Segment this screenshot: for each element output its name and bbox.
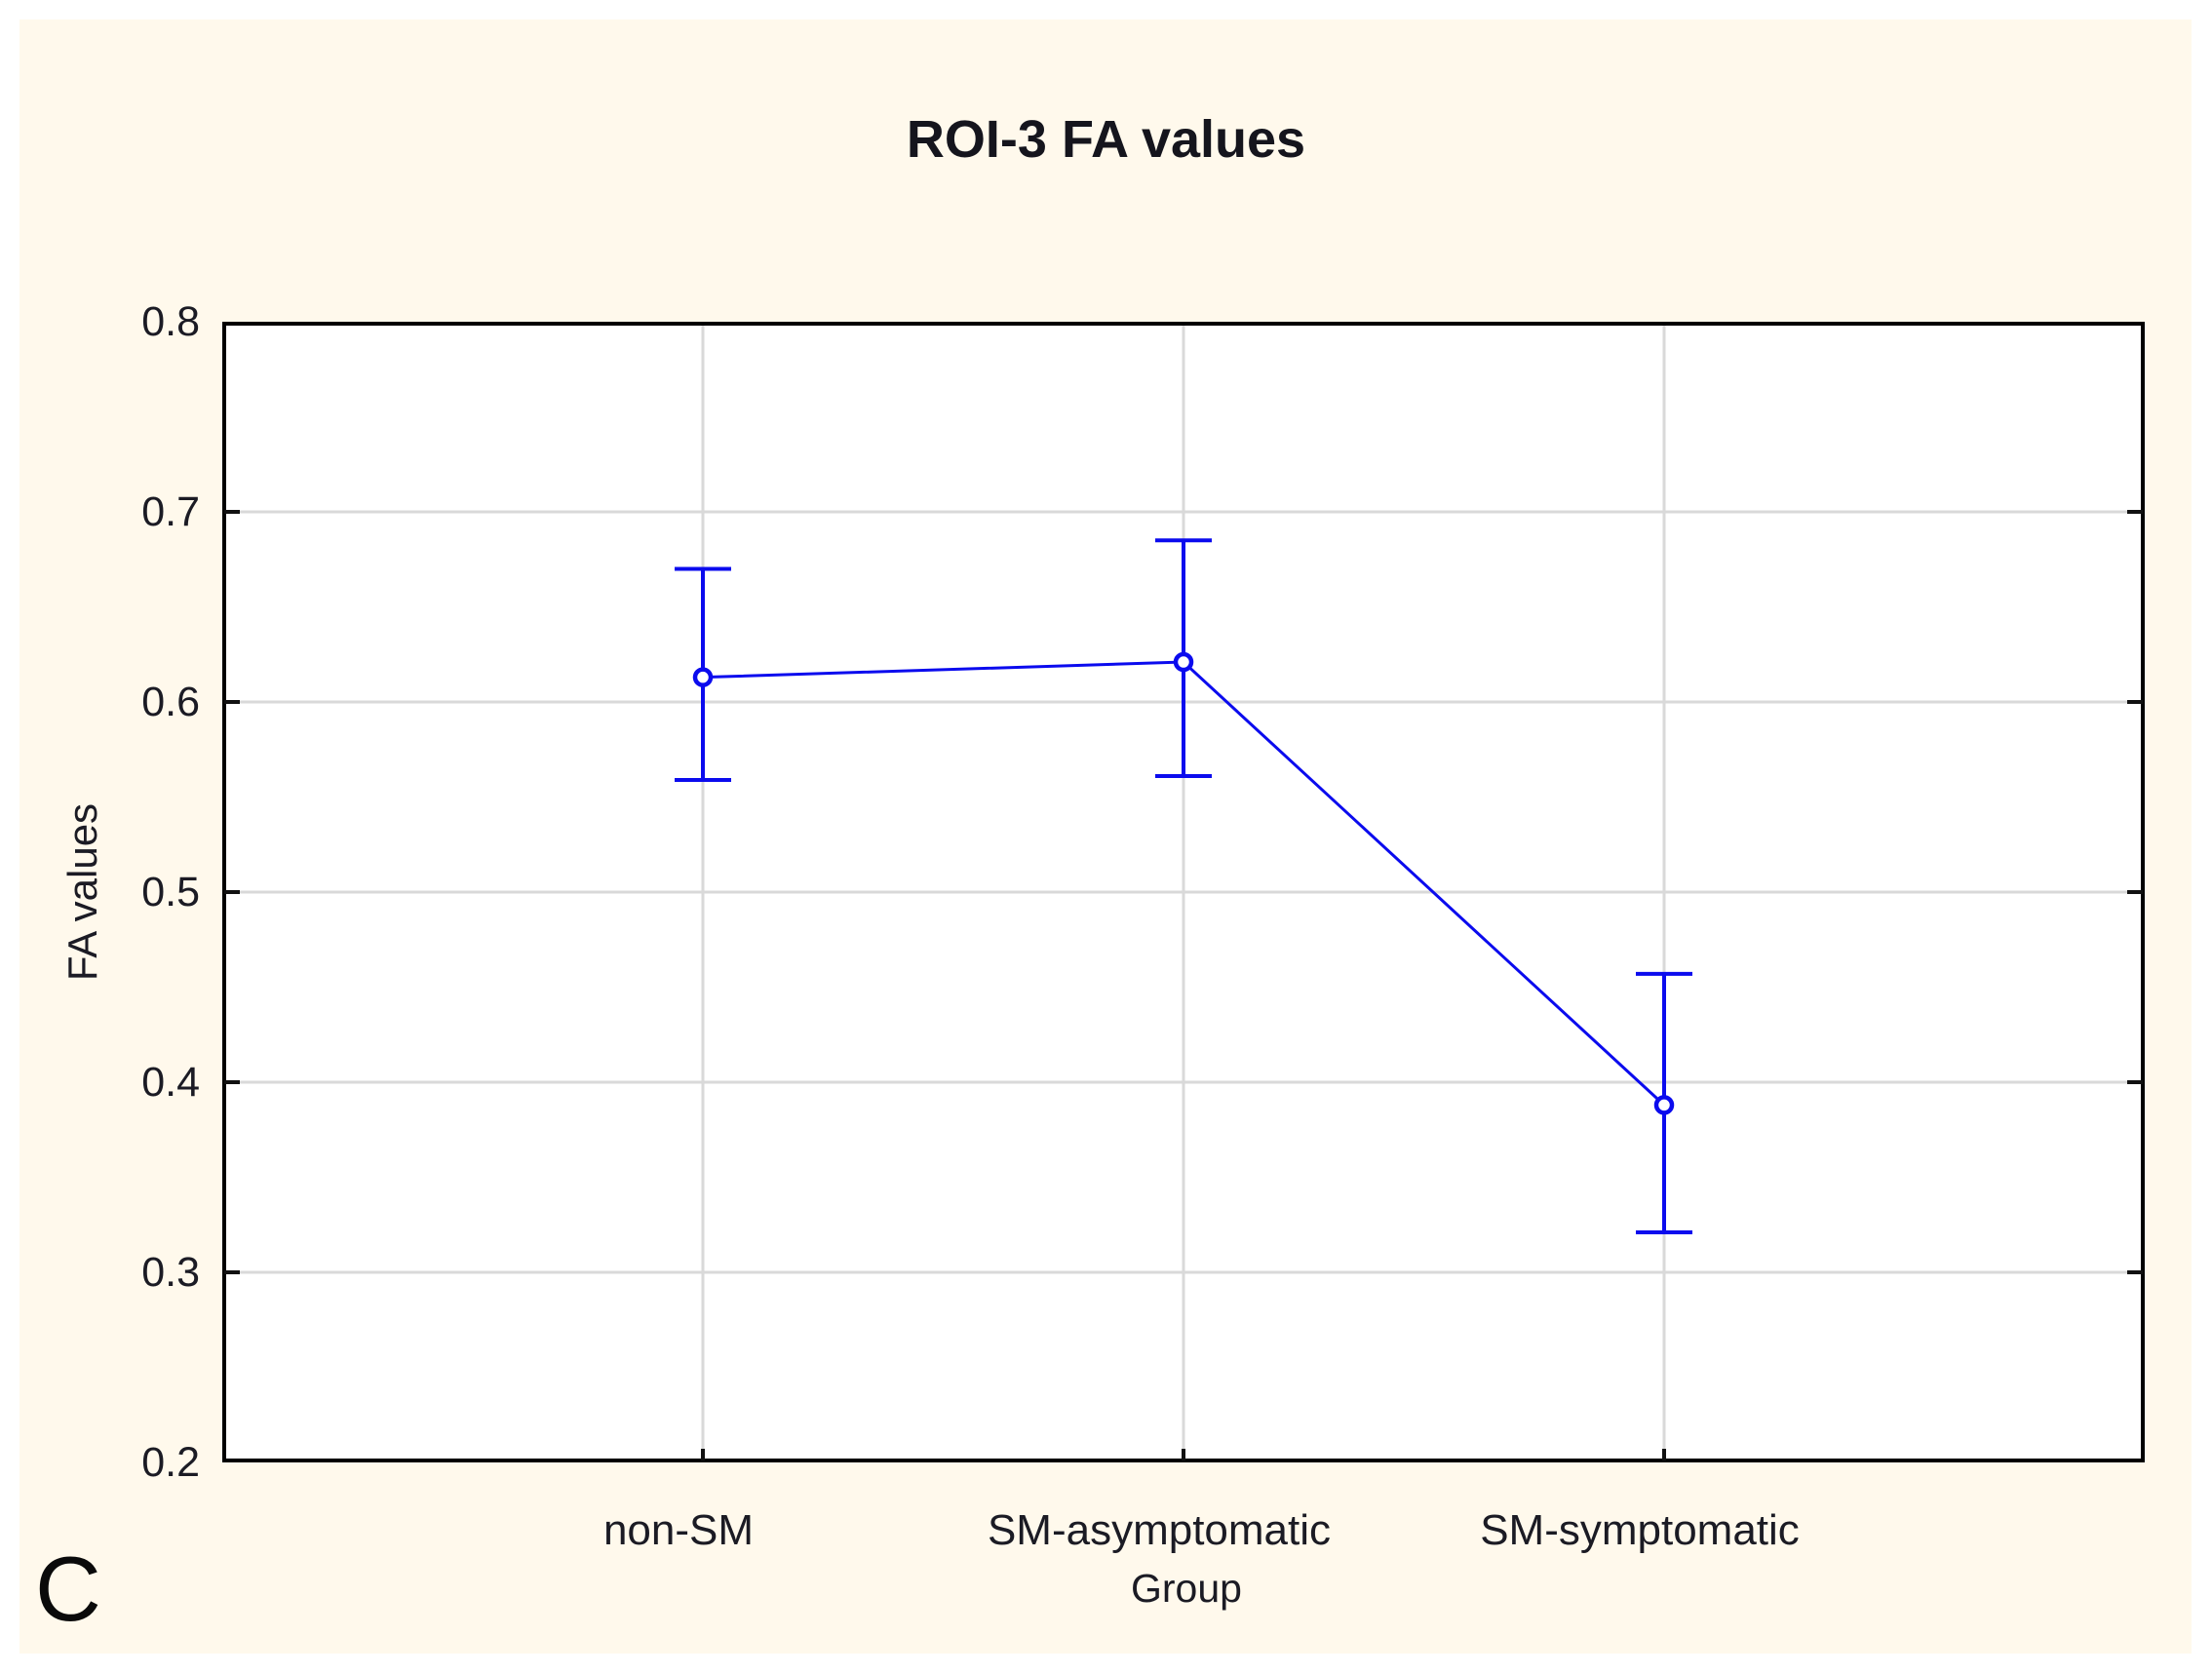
y-tick-label: 0.7 <box>141 488 200 535</box>
y-tick-label: 0.5 <box>141 869 200 915</box>
plot-area <box>222 322 2145 1462</box>
y-tick-label: 0.8 <box>141 298 200 345</box>
x-tick-label: SM-symptomatic <box>1480 1506 1800 1554</box>
y-tick-label: 0.4 <box>141 1059 200 1106</box>
data-point-marker <box>1653 1095 1675 1115</box>
chart-canvas <box>222 322 2145 1462</box>
data-point-marker <box>692 667 714 687</box>
x-tick-label: SM-asymptomatic <box>987 1506 1332 1554</box>
y-tick-label: 0.6 <box>141 679 200 725</box>
y-tick-label: 0.3 <box>141 1249 200 1296</box>
x-tick-label: non-SM <box>602 1506 755 1554</box>
data-point-marker <box>1173 651 1194 673</box>
panel-label: C <box>35 1538 101 1640</box>
x-axis-title: Group <box>1131 1566 1242 1611</box>
chart-title: ROI-3 FA values <box>906 110 1306 169</box>
y-tick-label: 0.2 <box>141 1439 200 1486</box>
